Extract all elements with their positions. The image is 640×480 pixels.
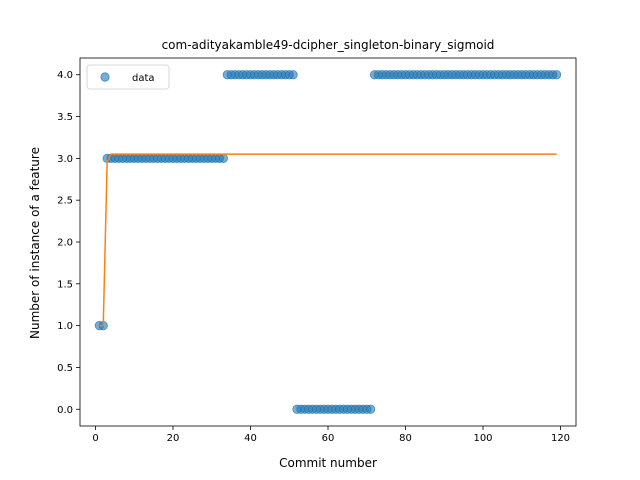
y-tick-label: 3.0 (57, 154, 73, 165)
y-tick-label: 0.5 (57, 363, 73, 374)
x-tick-label: 20 (167, 433, 180, 444)
data-point (288, 70, 298, 80)
y-axis-label: Number of instance of a feature (28, 147, 42, 339)
y-tick-label: 2.0 (57, 238, 73, 249)
x-tick-label: 80 (399, 433, 412, 444)
data-point (552, 70, 562, 80)
plot-frame (79, 57, 577, 427)
fit-line (99, 153, 557, 327)
x-tick-label: 60 (322, 433, 335, 444)
legend-entry: data (132, 73, 155, 84)
y-tick-label: 0.0 (57, 405, 73, 416)
x-tick-label: 100 (473, 433, 492, 444)
x-tick-label: 0 (92, 433, 98, 444)
y-tick-label: 2.5 (57, 196, 73, 207)
y-tick-label: 4.0 (57, 70, 73, 81)
legend: data (86, 64, 170, 90)
legend-box (86, 64, 170, 90)
y-tick-label: 3.5 (57, 112, 73, 123)
x-axis-label: Commit number (279, 456, 377, 470)
x-axis: 0 20 40 60 80 100 120 (92, 426, 570, 444)
y-tick-label: 1.5 (57, 279, 73, 290)
chart-title: com-adityakamble49-dcipher_singleton-bin… (162, 38, 495, 52)
legend-marker (100, 72, 110, 82)
data-point (218, 153, 228, 163)
x-tick-label: 120 (551, 433, 570, 444)
x-tick-label: 40 (244, 433, 257, 444)
y-axis: 0.0 0.5 1.0 1.5 2.0 2.5 3.0 3.5 4.0 (57, 70, 80, 416)
data-point (366, 404, 376, 414)
plot-area (79, 57, 577, 427)
y-tick-label: 1.0 (57, 321, 73, 332)
